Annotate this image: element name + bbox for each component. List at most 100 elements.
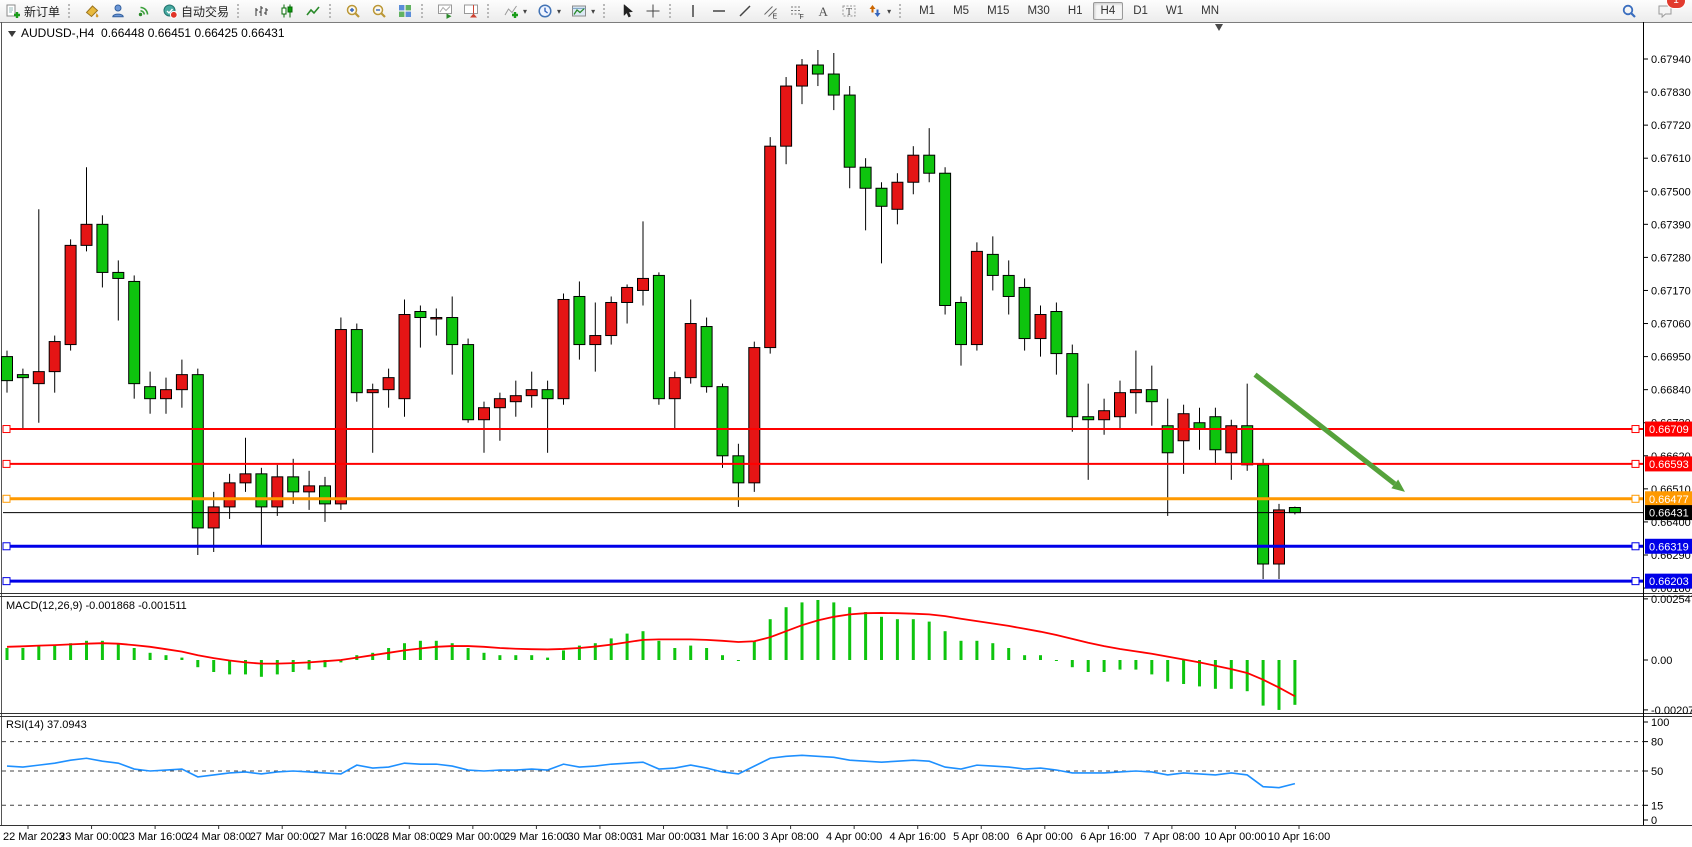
time-axis-label: 3 Apr 08:00 (762, 831, 818, 843)
indicators-button[interactable]: ▾ (499, 2, 531, 20)
macd-histogram-bar (975, 640, 979, 660)
periods-icon (537, 3, 553, 19)
candle-body (1241, 425, 1254, 466)
text-button[interactable]: A (811, 2, 835, 20)
candle (382, 368, 395, 408)
tile-windows-button[interactable] (393, 2, 417, 20)
line-handle[interactable] (1631, 542, 1640, 551)
candle (303, 470, 316, 510)
bar-chart-button[interactable] (249, 2, 273, 20)
trend-arrow-line[interactable] (1253, 372, 1397, 486)
candle-body (1225, 425, 1238, 454)
line-handle[interactable] (1631, 425, 1640, 434)
macd-histogram-bar (927, 621, 931, 660)
periods-button[interactable]: ▾ (533, 2, 565, 20)
toolbar-right: 1 (1616, 0, 1686, 20)
time-axis-label: 27 Mar 16:00 (313, 831, 378, 843)
equidistant-channel-button[interactable]: E (759, 2, 783, 20)
time-axis-label: 29 Mar 00:00 (440, 831, 505, 843)
horizontal-line-button[interactable] (707, 2, 731, 20)
macd-histogram-bar (1118, 660, 1122, 670)
candlestick-chart-button[interactable] (275, 2, 299, 20)
line-handle[interactable] (2, 494, 11, 503)
chart-menu-icon[interactable] (8, 31, 16, 37)
candle (1161, 398, 1174, 516)
profile-button[interactable] (106, 2, 130, 20)
crosshair-button[interactable] (641, 2, 665, 20)
macd-histogram-bar (705, 648, 709, 660)
vertical-line-button[interactable] (681, 2, 705, 20)
timeframe-button-w1[interactable]: W1 (1165, 5, 1184, 17)
price-line-label: 0.66709 (1649, 424, 1689, 436)
line-handle[interactable] (1631, 577, 1640, 586)
chevron-down-icon[interactable]: ▾ (887, 6, 892, 16)
auto-scroll-button[interactable] (433, 2, 457, 20)
paint-bucket-button[interactable] (80, 2, 104, 20)
macd-histogram-bar (943, 631, 947, 660)
line-handle[interactable] (2, 459, 11, 468)
macd-histogram-bar (673, 648, 677, 660)
chart-shift-marker[interactable] (1215, 24, 1223, 31)
timeframe-button-mn[interactable]: MN (1201, 5, 1220, 17)
trendline-button[interactable] (733, 2, 757, 20)
price-axis-label: 0.67940 (1651, 54, 1691, 66)
macd-histogram-bar (434, 640, 438, 660)
svg-text:E: E (773, 14, 778, 20)
time-axis-label: 29 Mar 16:00 (504, 831, 569, 843)
cursor-button[interactable] (615, 2, 639, 20)
timeframe-button-m30[interactable]: M30 (1027, 5, 1050, 17)
candle-body (859, 166, 872, 189)
candle (446, 296, 459, 375)
chevron-down-icon[interactable]: ▾ (591, 6, 596, 16)
macd-histogram-bar (1182, 660, 1186, 684)
time-axis-label: 10 Apr 00:00 (1204, 831, 1266, 843)
timeframe-button-m15[interactable]: M15 (987, 5, 1010, 17)
auto-trading-button[interactable]: 自动交易 (158, 2, 233, 20)
timeframe-button-h1[interactable]: H1 (1067, 5, 1083, 17)
price-axis-label: 0.67170 (1651, 285, 1691, 297)
candle (1, 350, 13, 393)
rsi-axis-label: 0 (1651, 815, 1657, 827)
toolbar-separator (68, 4, 77, 18)
line-handle[interactable] (2, 542, 11, 551)
timeframe-button-d1[interactable]: D1 (1133, 5, 1148, 17)
candle (334, 317, 347, 510)
time-axis-label: 27 Mar 00:00 (250, 831, 315, 843)
trend-arrow-head[interactable] (1391, 479, 1405, 492)
fibonacci-button[interactable]: F (785, 2, 809, 20)
line-handle[interactable] (1631, 459, 1640, 468)
time-axis-label: 4 Apr 16:00 (890, 831, 946, 843)
zoom-out-button[interactable] (367, 2, 391, 20)
chart-shift-button[interactable] (459, 2, 483, 20)
rsi-axis-label: 15 (1651, 800, 1663, 812)
chart-canvas[interactable]: 0.67940 0.67830 0.67720 0.67610 0.67500 0.673… (0, 22, 1692, 847)
candle-body (1082, 416, 1095, 421)
line-handle[interactable] (2, 577, 11, 586)
chevron-down-icon[interactable]: ▾ (523, 6, 528, 16)
timeframe-button-h4[interactable]: H4 (1092, 2, 1124, 20)
signals-button[interactable] (132, 2, 156, 20)
signals-icon (136, 3, 152, 19)
arrows-button[interactable]: ▾ (863, 2, 895, 20)
candle (652, 272, 665, 405)
chevron-down-icon[interactable]: ▾ (557, 6, 562, 16)
zoom-in-button[interactable] (341, 2, 365, 20)
candle-body (780, 85, 793, 147)
candle (493, 392, 506, 441)
candle-body (637, 277, 649, 291)
candle-body (287, 476, 300, 493)
text-label-button[interactable]: T (837, 2, 861, 20)
templates-button[interactable]: ▾ (567, 2, 599, 20)
macd-histogram-bar (466, 648, 470, 660)
line-handle[interactable] (1631, 494, 1640, 503)
price-axis-label: 0.66950 (1651, 352, 1691, 364)
timeframe-button-m1[interactable]: M1 (919, 5, 936, 17)
search-button[interactable] (1617, 2, 1641, 20)
candle-body (796, 64, 808, 87)
line-chart-button[interactable] (301, 2, 325, 20)
toolbar-group: E F A T ▾ (680, 0, 896, 22)
timeframe-button-m5[interactable]: M5 (953, 5, 970, 17)
new-order-button[interactable]: 新订单 (1, 2, 64, 20)
line-handle[interactable] (2, 425, 11, 434)
paint-bucket-icon (84, 3, 100, 19)
